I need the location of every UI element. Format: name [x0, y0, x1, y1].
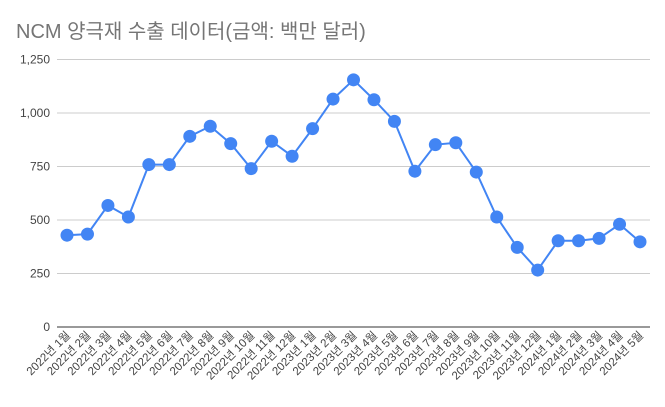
data-point[interactable]: [428, 138, 442, 152]
data-point[interactable]: [367, 93, 381, 107]
y-tick-label: 750: [30, 160, 50, 174]
data-point[interactable]: [408, 164, 422, 178]
data-point[interactable]: [326, 92, 340, 106]
data-point[interactable]: [203, 119, 217, 133]
y-tick-label: 250: [30, 267, 50, 281]
data-point[interactable]: [633, 235, 647, 249]
data-point[interactable]: [121, 210, 135, 224]
y-tick-label: 1,000: [20, 106, 50, 120]
data-point[interactable]: [510, 240, 524, 254]
data-point[interactable]: [613, 217, 627, 231]
data-point[interactable]: [244, 162, 258, 176]
data-point[interactable]: [224, 137, 238, 151]
data-point[interactable]: [449, 136, 463, 150]
data-point[interactable]: [347, 73, 360, 87]
y-axis-ticks: 0 250 500 750 1,000 1,250: [20, 53, 50, 335]
data-point[interactable]: [80, 227, 94, 241]
y-tick-label: 0: [43, 320, 50, 334]
data-point[interactable]: [551, 234, 565, 248]
data-point[interactable]: [531, 263, 545, 277]
chart-title: NCM 양극재 수출 데이터(금액: 백만 달러): [16, 20, 366, 43]
data-point[interactable]: [142, 158, 156, 172]
data-point[interactable]: [592, 231, 606, 245]
data-point[interactable]: [60, 228, 74, 242]
data-point[interactable]: [469, 165, 483, 179]
data-point[interactable]: [572, 234, 586, 248]
gridlines: [57, 59, 650, 328]
data-point[interactable]: [306, 122, 320, 136]
data-point[interactable]: [387, 114, 401, 128]
data-point[interactable]: [490, 210, 504, 224]
y-tick-label: 1,250: [20, 53, 50, 67]
y-tick-label: 500: [30, 213, 50, 227]
series-line: [60, 73, 647, 277]
data-point[interactable]: [162, 158, 176, 172]
data-point[interactable]: [285, 149, 299, 163]
data-point[interactable]: [265, 134, 279, 148]
data-point[interactable]: [183, 129, 197, 143]
data-point[interactable]: [101, 198, 115, 212]
